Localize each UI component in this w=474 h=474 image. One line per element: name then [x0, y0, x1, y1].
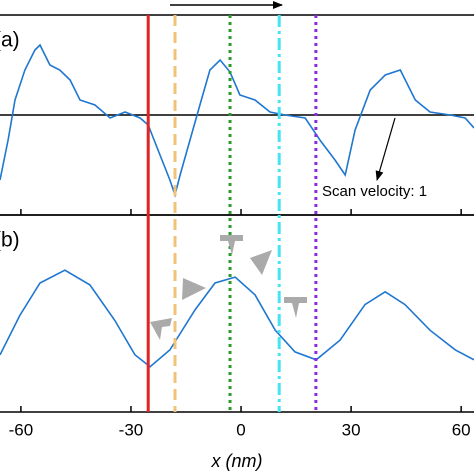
x-tick-label: 0: [236, 420, 245, 439]
plot-layer: -60 -30 0 30 60 (a) (b): [0, 14, 474, 439]
dislocation-symbols: [150, 235, 307, 340]
symbol: [250, 250, 272, 275]
panel-label: (b): [0, 229, 20, 252]
x-axis-label: x (nm): [211, 451, 263, 471]
symbol: [220, 235, 243, 255]
annotation-arrow: [375, 117, 396, 181]
symbol: [150, 318, 172, 340]
data-line: [0, 43, 474, 198]
x-tick-label: -30: [119, 420, 144, 439]
x-tick-label: -60: [9, 420, 34, 439]
symbol: [284, 297, 307, 318]
panel-label: (a): [0, 29, 20, 52]
symbol: [182, 278, 206, 300]
annotation: Scan velocity: 1: [322, 183, 427, 200]
data-line: [0, 269, 474, 368]
x-tick-label: 30: [342, 420, 361, 439]
panel-frame: [0, 214, 474, 413]
x-tick-label: 60: [452, 420, 471, 439]
